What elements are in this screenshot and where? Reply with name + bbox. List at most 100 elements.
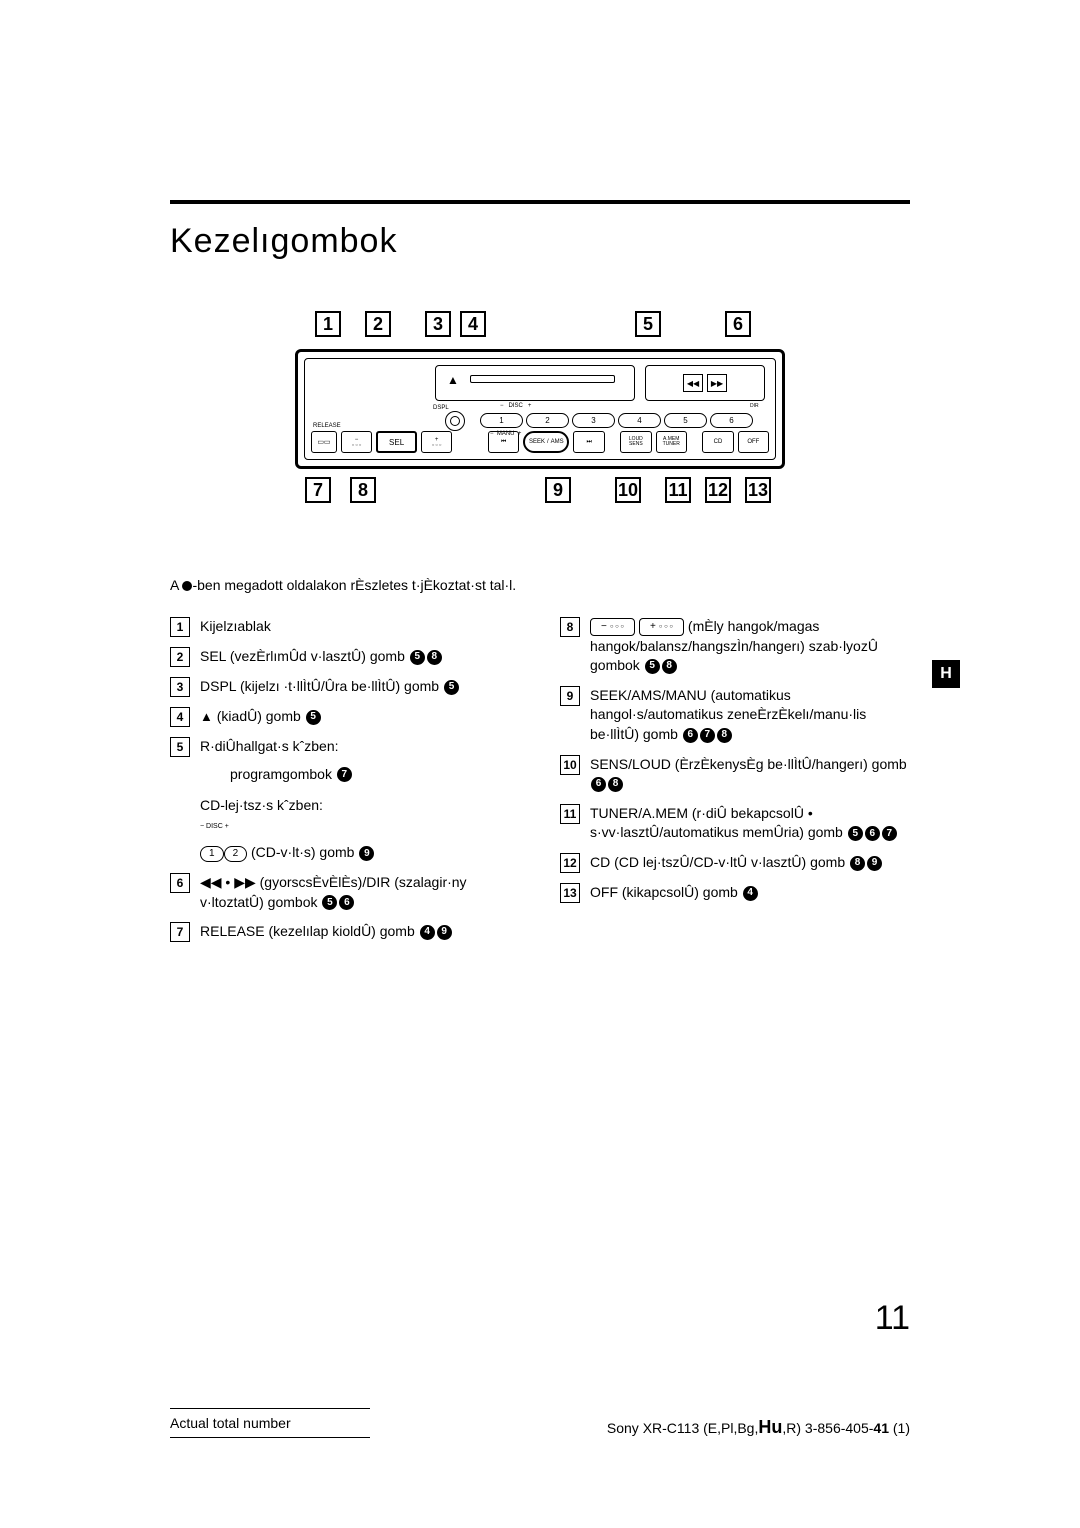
footer-left: Actual total number bbox=[170, 1408, 370, 1438]
list-item: 6◀◀ • ▶▶ (gyorscsÈvÈlÈs)/DIR (szalagir·n… bbox=[170, 873, 520, 912]
page-title: Kezelıgombok bbox=[170, 222, 910, 261]
item-number: 13 bbox=[560, 883, 580, 903]
ref-circle: 6 bbox=[865, 826, 880, 841]
item-text: TUNER/A.MEM (r·diÛ bekapcsolÛ • s·vv·las… bbox=[590, 804, 910, 843]
item-number: 1 bbox=[170, 617, 190, 637]
callout-8: 8 bbox=[350, 477, 376, 503]
callout-7: 7 bbox=[305, 477, 331, 503]
callout-3: 3 bbox=[425, 311, 451, 337]
preset-4: 4 bbox=[618, 413, 661, 428]
ref-circle: 9 bbox=[437, 925, 452, 940]
diagram-area: 1 2 3 4 5 6 ▲ ◀◀ ▶▶ DIR DSPL − DISC + bbox=[170, 311, 910, 507]
item-text: ◀◀ • ▶▶ (gyorscsÈvÈlÈs)/DIR (szalagir·ny… bbox=[200, 873, 520, 912]
mini-button-2: 2 bbox=[224, 846, 248, 862]
content-columns: 1 Kijelzıablak 2SEL (vezÈrlımÛd v·lasztÛ)… bbox=[170, 617, 910, 952]
device-outline: ▲ ◀◀ ▶▶ DIR DSPL − DISC + 1 2 3 4 5 6 bbox=[295, 349, 785, 469]
disc-label: − DISC + bbox=[500, 403, 531, 409]
list-item: 1 Kijelzıablak bbox=[170, 617, 520, 637]
cd-button: CD bbox=[702, 431, 733, 453]
ref-circle: 6 bbox=[591, 777, 606, 792]
intro-text: A -ben megadott oldalakon rÈszletes t·jÈ… bbox=[170, 577, 910, 593]
callout-2: 2 bbox=[365, 311, 391, 337]
item-text: − ○ ○ ○ + ○ ○ ○ (mÈly hangok/magas hango… bbox=[590, 617, 910, 676]
page-number: 11 bbox=[875, 1299, 910, 1338]
callout-12: 12 bbox=[705, 477, 731, 503]
minus-tone-button: − ○ ○ ○ bbox=[590, 618, 635, 636]
bullet-icon bbox=[182, 581, 192, 591]
tape-slot bbox=[470, 375, 615, 383]
list-item: 7RELEASE (kezelılap kioldÛ) gomb 49 bbox=[170, 922, 520, 942]
ref-circle: 5 bbox=[322, 895, 337, 910]
item-text: Kijelzıablak bbox=[200, 617, 520, 637]
ref-circle: 9 bbox=[359, 846, 374, 861]
item-text: DSPL (kijelzı ·t·llÌtÛ/Ûra be·llÌtÛ) gom… bbox=[200, 677, 520, 697]
callout-6: 6 bbox=[725, 311, 751, 337]
ref-circle: 7 bbox=[337, 767, 352, 782]
footer-line-bottom bbox=[170, 1437, 370, 1438]
callout-10: 10 bbox=[615, 477, 641, 503]
eject-icon: ▲ bbox=[447, 373, 459, 387]
ref-circle: 5 bbox=[645, 659, 660, 674]
item-text: SEEK/AMS/MANU (automatikus hangol·s/auto… bbox=[590, 686, 910, 745]
tuner-button: A.MEM TUNER bbox=[656, 431, 687, 453]
footer-right: Sony XR-C113 (E,Pl,Bg,Hu,R) 3-856-405-41… bbox=[607, 1417, 910, 1438]
ref-circle: 8 bbox=[427, 650, 442, 665]
preset-3: 3 bbox=[572, 413, 615, 428]
seek-ams-button: SEEK/AMS bbox=[523, 431, 569, 453]
item-number: 7 bbox=[170, 922, 190, 942]
list-item: 2SEL (vezÈrlımÛd v·lasztÛ) gomb 58 bbox=[170, 647, 520, 667]
list-item: 10 SENS/LOUD (ÈrzÈkenysÈg be·llÌtÛ/hanger… bbox=[560, 755, 910, 794]
language-tab: H bbox=[932, 660, 960, 688]
ref-circle: 5 bbox=[444, 680, 459, 695]
item-text: ▲ (kiadÛ) gomb 5 bbox=[200, 707, 520, 727]
list-item: 11 TUNER/A.MEM (r·diÛ bekapcsolÛ • s·vv·l… bbox=[560, 804, 910, 843]
list-item: 12 CD (CD lej·tszÛ/CD-v·ltÛ v·lasztÛ) gom… bbox=[560, 853, 910, 873]
list-item: 4▲ (kiadÛ) gomb 5 bbox=[170, 707, 520, 727]
ref-circle: 8 bbox=[717, 728, 732, 743]
ref-circle: 4 bbox=[420, 925, 435, 940]
list-item: 5R·diÛhallgat·s kˆzben: programgombok 7C… bbox=[170, 737, 520, 863]
sub-item: − DISC +12 (CD-v·lt·s) gomb 9 bbox=[200, 824, 520, 863]
item-number: 3 bbox=[170, 677, 190, 697]
item-text: CD (CD lej·tszÛ/CD-v·ltÛ v·lasztÛ) gomb … bbox=[590, 853, 910, 873]
ref-circle: 8 bbox=[608, 777, 623, 792]
item-number: 10 bbox=[560, 755, 580, 775]
list-item: 9 SEEK/AMS/MANU (automatikus hangol·s/aut… bbox=[560, 686, 910, 745]
list-item: 3 DSPL (kijelzı ·t·llÌtÛ/Ûra be·llÌtÛ) go… bbox=[170, 677, 520, 697]
plus-button: +○ ○ ○ bbox=[421, 431, 452, 453]
item-text: SENS/LOUD (ÈrzÈkenysÈg be·llÌtÛ/hangerı)… bbox=[590, 755, 910, 794]
list-item: 13 OFF (kikapcsolÛ) gomb 4 bbox=[560, 883, 910, 903]
ref-circle: 9 bbox=[867, 856, 882, 871]
item-text: OFF (kikapcsolÛ) gomb 4 bbox=[590, 883, 910, 903]
dspl-label: DSPL bbox=[433, 405, 449, 411]
cassette-slot-area bbox=[435, 365, 635, 401]
item-number: 11 bbox=[560, 804, 580, 824]
top-rule bbox=[170, 200, 910, 204]
ff-icon: ▶▶ bbox=[707, 374, 727, 392]
dspl-knob bbox=[445, 411, 465, 431]
callout-11: 11 bbox=[665, 477, 691, 503]
bottom-button-row: ▭▭ −○ ○ ○ SEL +○ ○ ○ ⏮ SEEK/AMS ⏭ LOUD S… bbox=[311, 431, 769, 453]
item-number: 8 bbox=[560, 617, 580, 637]
minus-button: −○ ○ ○ bbox=[341, 431, 372, 453]
footer: Actual total number Sony XR-C113 (E,Pl,B… bbox=[170, 1408, 910, 1438]
ref-circle: 5 bbox=[848, 826, 863, 841]
preset-5: 5 bbox=[664, 413, 707, 428]
ref-circle: 8 bbox=[662, 659, 677, 674]
list-item: 8− ○ ○ ○ + ○ ○ ○ (mÈly hangok/magas hang… bbox=[560, 617, 910, 676]
sel-button: SEL bbox=[376, 431, 417, 453]
diagram-box: 1 2 3 4 5 6 ▲ ◀◀ ▶▶ DIR DSPL − DISC + bbox=[295, 311, 785, 507]
callout-13: 13 bbox=[745, 477, 771, 503]
callout-4: 4 bbox=[460, 311, 486, 337]
ref-circle: 6 bbox=[339, 895, 354, 910]
ref-circle: 5 bbox=[410, 650, 425, 665]
preset-row: 1 2 3 4 5 6 bbox=[480, 413, 753, 428]
sens-loud-button: LOUD SENS bbox=[620, 431, 651, 453]
preset-1: 1 bbox=[480, 413, 523, 428]
dir-label: DIR bbox=[750, 403, 759, 409]
plus-tone-button: + ○ ○ ○ bbox=[639, 618, 684, 636]
eject-icon: ▲ bbox=[200, 708, 213, 726]
ref-circle: 8 bbox=[850, 856, 865, 871]
item-number: 12 bbox=[560, 853, 580, 873]
item-number: 9 bbox=[560, 686, 580, 706]
